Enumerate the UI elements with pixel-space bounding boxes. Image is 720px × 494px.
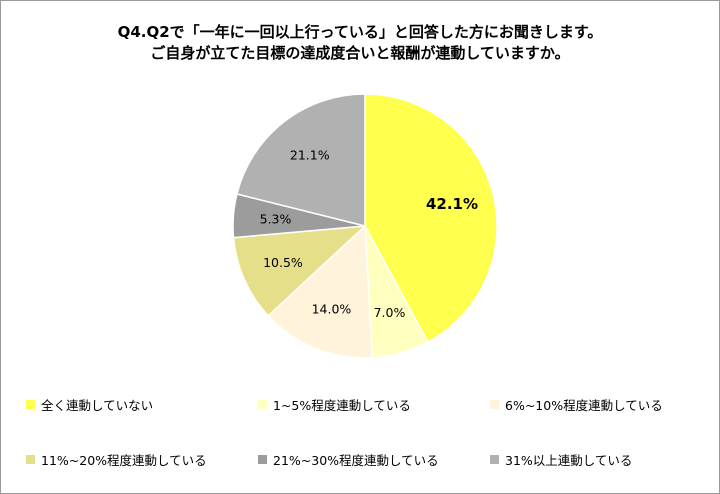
legend-swatch-2 — [490, 399, 499, 409]
legend-label-2: 6%~10%程度連動している — [505, 397, 663, 413]
legend-item-0: 全く連動していない — [26, 394, 153, 414]
pie-slice-2 — [267, 224, 374, 359]
legend-item-2: 6%~10%程度連動している — [490, 394, 663, 414]
legend-label-4: 21%~30%程度連動している — [273, 452, 439, 468]
chart-title: Q4.Q2で「一年に一回以上行っている」と回答した方にお聞きします。 ご自身が立… — [0, 22, 720, 64]
chart-title-line-2: ご自身が立てた目標の達成度合いと報酬が連動していますか。 — [150, 44, 570, 62]
slice-label-0: 42.1% — [426, 195, 478, 213]
legend-label-1: 1~5%程度連動している — [273, 397, 411, 413]
legend-swatch-4 — [258, 454, 267, 464]
legend-item-5: 31%以上連動している — [490, 449, 632, 469]
pie-slice-0 — [364, 93, 498, 344]
slice-label-2: 14.0% — [312, 302, 352, 317]
legend-item-4: 21%~30%程度連動している — [258, 449, 439, 469]
slice-label-5: 21.1% — [290, 148, 330, 163]
legend-label-5: 31%以上連動している — [505, 452, 633, 468]
legend-item-3: 11%~20%程度連動している — [26, 449, 207, 469]
pie-slice-3 — [232, 225, 368, 317]
slice-label-1: 7.0% — [374, 305, 406, 320]
legend-swatch-5 — [490, 454, 499, 464]
legend-label-0: 全く連動していない — [41, 397, 154, 413]
legend-swatch-3 — [26, 454, 35, 464]
chart-title-line-1: Q4.Q2で「一年に一回以上行っている」と回答した方にお聞きします。 — [117, 23, 603, 41]
legend-label-3: 11%~20%程度連動している — [41, 452, 207, 468]
legend-swatch-1 — [258, 399, 267, 409]
slice-label-3: 10.5% — [263, 255, 303, 270]
legend-swatch-0 — [26, 399, 35, 409]
legend-item-1: 1~5%程度連動している — [258, 394, 411, 414]
slice-label-4: 5.3% — [260, 211, 292, 226]
pie-slice-5 — [236, 93, 366, 227]
